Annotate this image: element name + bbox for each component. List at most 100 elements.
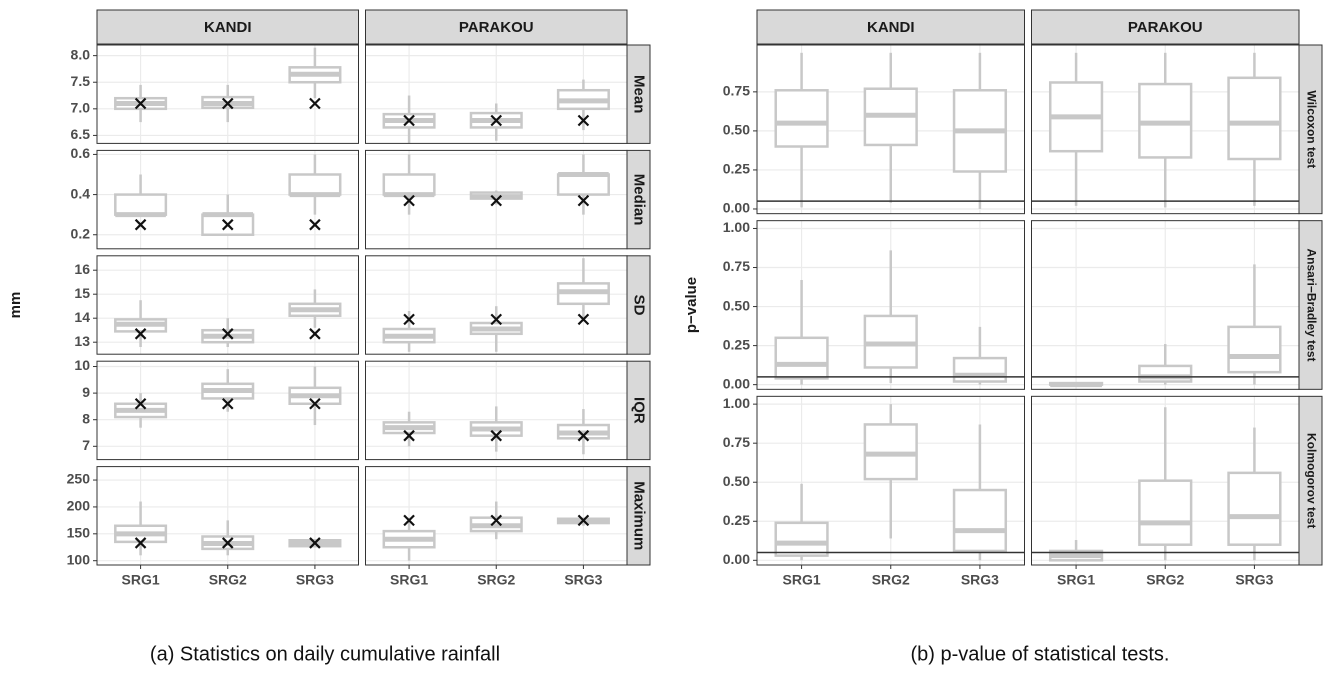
observed-marker — [490, 194, 503, 207]
y-tick-label: 0.2 — [71, 225, 91, 241]
y-tick-label: 0.75 — [723, 83, 750, 99]
y-tick-label: 200 — [67, 498, 91, 514]
panel-border — [1031, 220, 1300, 390]
column-strip-label: PARAKOU — [1128, 19, 1203, 36]
y-tick-label: 0.75 — [723, 434, 750, 450]
panel-border — [96, 149, 359, 250]
x-tick-label: SRG3 — [961, 572, 999, 588]
y-tick-label: 150 — [67, 525, 91, 541]
box — [556, 173, 610, 196]
x-tick-label: SRG2 — [209, 572, 247, 588]
box — [774, 89, 829, 148]
y-axis-label: p−value — [683, 277, 700, 333]
panel-border — [756, 395, 1025, 566]
y-tick-label: 0.75 — [723, 258, 750, 274]
observed-marker — [221, 328, 234, 340]
observed-marker — [134, 397, 147, 410]
box — [114, 193, 168, 216]
column-strip — [96, 9, 359, 45]
y-tick-label: 7 — [82, 437, 90, 453]
x-tick-label: SRG2 — [872, 572, 910, 588]
box — [774, 336, 829, 380]
y-tick-label: 6.5 — [71, 126, 91, 142]
panel-border — [96, 44, 359, 144]
row-strip-label: Wilcoxon test — [1304, 90, 1318, 168]
box — [952, 488, 1008, 553]
panel-border — [365, 360, 628, 461]
observed-marker — [134, 218, 147, 231]
observed-marker — [403, 429, 415, 442]
column-strip-label: KANDI — [867, 19, 915, 36]
y-tick-label: 7.0 — [71, 100, 91, 116]
y-tick-label: 0.50 — [723, 122, 750, 138]
observed-marker — [134, 97, 147, 110]
observed-marker — [309, 97, 321, 110]
observed-marker — [577, 429, 590, 442]
x-tick-label: SRG1 — [122, 572, 160, 588]
panel-border — [1031, 44, 1300, 215]
observed-marker — [403, 114, 415, 127]
column-strip — [756, 9, 1025, 45]
y-tick-label: 0.25 — [723, 512, 750, 528]
y-tick-label: 100 — [67, 551, 91, 567]
y-tick-label: 250 — [67, 471, 91, 487]
y-tick-label: 13 — [74, 333, 90, 349]
row-strip-label: Ansari−Bradley test — [1304, 248, 1318, 361]
observed-marker — [490, 313, 503, 326]
caption: (a) Statistics on daily cumulative rainf… — [150, 643, 500, 665]
box — [952, 356, 1008, 383]
x-tick-label: SRG3 — [564, 572, 602, 588]
observed-marker — [577, 194, 590, 207]
y-tick-label: 10 — [74, 357, 90, 373]
column-strip-label: KANDI — [204, 19, 252, 36]
caption: (b) p-value of statistical tests. — [911, 643, 1170, 665]
panel-border — [96, 360, 359, 461]
column-strip — [1031, 9, 1300, 45]
y-tick-label: 1.00 — [723, 219, 750, 235]
y-tick-label: 15 — [74, 285, 90, 301]
y-tick-label: 0.00 — [723, 375, 750, 391]
observed-marker — [221, 218, 234, 231]
y-tick-label: 0.25 — [723, 336, 750, 352]
y-tick-label: 16 — [74, 261, 90, 277]
x-tick-label: SRG2 — [477, 572, 515, 588]
observed-marker — [309, 537, 321, 549]
row-strip-label: Kolmogorov test — [1304, 433, 1318, 528]
observed-marker — [490, 514, 503, 527]
observed-marker — [490, 429, 503, 442]
x-tick-label: SRG1 — [1057, 572, 1095, 588]
row-strip-label: Mean — [631, 75, 648, 113]
y-tick-label: 0.00 — [723, 200, 750, 216]
panel-border — [365, 255, 628, 355]
x-tick-label: SRG1 — [783, 572, 821, 588]
panel-border — [365, 149, 628, 250]
row-strip-label: SD — [631, 295, 648, 316]
box — [1227, 76, 1282, 161]
observed-marker — [134, 328, 147, 340]
row-strip-label: Maximum — [631, 481, 648, 550]
x-tick-label: SRG3 — [296, 572, 334, 588]
column-strip-label: PARAKOU — [459, 19, 534, 36]
box — [382, 173, 436, 196]
row-strip-label: IQR — [631, 397, 648, 424]
panel-border — [1031, 395, 1300, 566]
y-tick-label: 0.4 — [71, 185, 91, 201]
column-strip — [365, 9, 628, 45]
box — [1227, 471, 1282, 546]
x-tick-label: SRG2 — [1146, 572, 1184, 588]
observed-marker — [309, 328, 321, 340]
panel-border — [365, 44, 628, 144]
box — [1227, 325, 1282, 374]
observed-marker — [403, 514, 415, 527]
y-tick-label: 7.5 — [71, 73, 91, 89]
observed-marker — [577, 114, 590, 127]
observed-marker — [403, 194, 415, 207]
observed-marker — [309, 397, 321, 410]
y-tick-label: 0.50 — [723, 473, 750, 489]
y-tick-label: 14 — [74, 309, 90, 325]
observed-marker — [134, 537, 147, 549]
y-tick-label: 1.00 — [723, 395, 750, 411]
observed-marker — [403, 313, 415, 326]
observed-marker — [577, 313, 590, 326]
